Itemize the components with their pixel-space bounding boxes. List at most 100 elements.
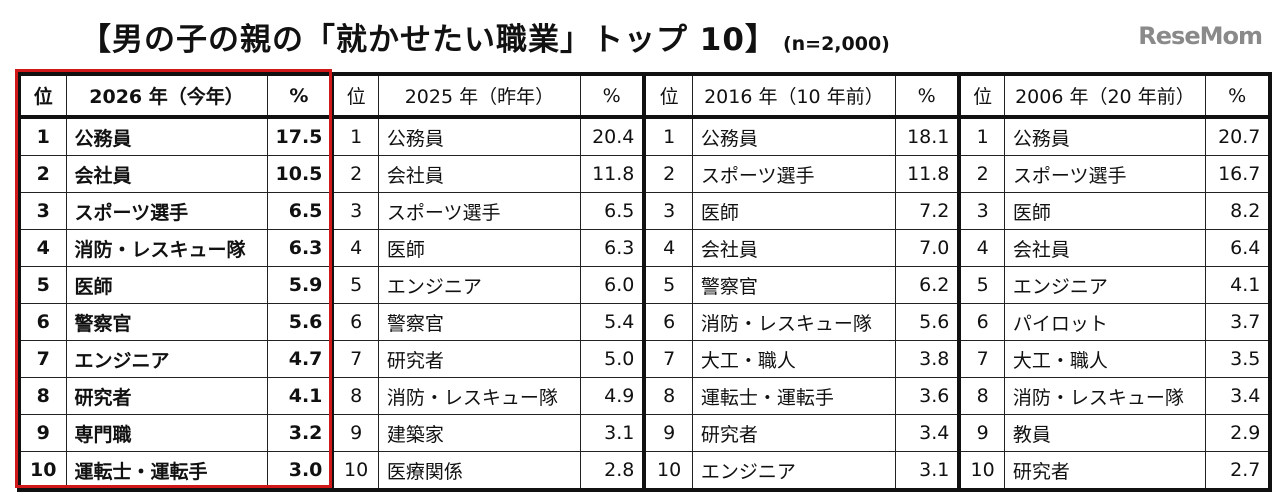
rank-cell: 3 — [17, 192, 67, 230]
occupation-cell: 会社員 — [691, 229, 896, 267]
rank-cell: 1 — [957, 116, 1005, 156]
rank-header: 位 — [957, 72, 1005, 119]
table-row: 8 研究者 4.1 8 消防・レスキュー隊 4.9 8 運転士・運転手 3.6 8 消防・レスキュー… — [17, 377, 1273, 415]
occupation-cell: エンジニア — [377, 266, 581, 304]
rank-cell: 9 — [330, 414, 379, 452]
occupation-cell: 公務員 — [1003, 116, 1206, 156]
percent-cell: 4.1 — [1204, 266, 1273, 304]
table-row: 4 消防・レスキュー隊 6.3 4 医師 6.3 4 会社員 7.0 4 会社員 6.4 — [17, 229, 1273, 267]
occupation-cell: 会社員 — [65, 155, 268, 193]
rank-cell: 8 — [957, 377, 1005, 415]
rank-cell: 2 — [17, 155, 67, 193]
rank-cell: 5 — [17, 266, 67, 304]
occupation-cell: スポーツ選手 — [65, 192, 268, 230]
occupation-cell: 会社員 — [1003, 229, 1206, 267]
rank-header: 位 — [330, 72, 379, 119]
occupation-cell: 研究者 — [1003, 451, 1206, 492]
occupation-cell: 警察官 — [691, 266, 896, 304]
percent-cell: 6.5 — [266, 192, 335, 230]
percent-cell: 3.7 — [1204, 303, 1273, 341]
occupation-cell: 消防・レスキュー隊 — [1003, 377, 1206, 415]
table-row: 7 エンジニア 4.7 7 研究者 5.0 7 大工・職人 3.8 7 大工・職人 3.5 — [17, 340, 1273, 378]
sample-size: (n=2,000) — [782, 33, 890, 55]
percent-cell: 7.0 — [894, 229, 962, 267]
percent-cell: 2.9 — [1204, 414, 1273, 452]
percent-cell: 20.4 — [579, 116, 647, 156]
rank-header: 位 — [642, 72, 693, 119]
percent-cell: 16.7 — [1204, 155, 1273, 193]
rank-cell: 5 — [957, 266, 1005, 304]
occupation-cell: 会社員 — [377, 155, 581, 193]
occupation-cell: 教員 — [1003, 414, 1206, 452]
rank-cell: 8 — [642, 377, 693, 415]
percent-cell: 3.4 — [894, 414, 962, 452]
percent-cell: 3.0 — [266, 451, 335, 492]
occupation-cell: 医師 — [377, 229, 581, 267]
occupation-cell: エンジニア — [65, 340, 268, 378]
percent-cell: 17.5 — [266, 116, 335, 156]
table-row: 3 スポーツ選手 6.5 3 スポーツ選手 6.5 3 医師 7.2 3 医師 8.2 — [17, 192, 1273, 230]
percent-cell: 6.0 — [579, 266, 647, 304]
occupation-cell: 建築家 — [377, 414, 581, 452]
percent-cell: 3.1 — [894, 451, 962, 492]
rank-cell: 4 — [642, 229, 693, 267]
percent-cell: 2.7 — [1204, 451, 1273, 492]
ranking-table: 位 2026 年（今年）% 位 2025 年（昨年）% 位 2016 年（10 年前）% 位… — [17, 72, 1273, 492]
occupation-cell: 専門職 — [65, 414, 268, 452]
rank-cell: 1 — [17, 116, 67, 156]
occupation-cell: スポーツ選手 — [377, 192, 581, 230]
rank-cell: 4 — [330, 229, 379, 267]
rank-cell: 1 — [642, 116, 693, 156]
occupation-cell: 公務員 — [377, 116, 581, 156]
rank-cell: 3 — [957, 192, 1005, 230]
occupation-cell: 公務員 — [691, 116, 896, 156]
percent-cell: 5.0 — [579, 340, 647, 378]
percent-cell: 10.5 — [266, 155, 335, 193]
rank-cell: 4 — [17, 229, 67, 267]
resemom-logo: ReseMom — [1138, 22, 1263, 50]
percent-cell: 5.6 — [894, 303, 962, 341]
percent-cell: 6.3 — [266, 229, 335, 267]
rank-cell: 10 — [330, 451, 379, 492]
occupation-cell: 大工・職人 — [691, 340, 896, 378]
percent-cell: 4.1 — [266, 377, 335, 415]
rank-cell: 5 — [330, 266, 379, 304]
occupation-cell: 公務員 — [65, 116, 268, 156]
rank-cell: 9 — [642, 414, 693, 452]
rank-cell: 7 — [330, 340, 379, 378]
occupation-cell: パイロット — [1003, 303, 1206, 341]
occupation-cell: エンジニア — [691, 451, 896, 492]
occupation-cell: 医師 — [691, 192, 896, 230]
percent-cell: 2.8 — [579, 451, 647, 492]
occupation-cell: 医療関係 — [377, 451, 581, 492]
rank-cell: 6 — [17, 303, 67, 341]
rank-cell: 3 — [330, 192, 379, 230]
occupation-cell: 大工・職人 — [1003, 340, 1206, 378]
percent-cell: 3.8 — [894, 340, 962, 378]
occupation-cell: 医師 — [1003, 192, 1206, 230]
rank-cell: 2 — [642, 155, 693, 193]
title-text: 【男の子の親の「就かせたい職業」トップ 10】 — [80, 22, 777, 58]
occupation-cell: 医師 — [65, 266, 268, 304]
rank-cell: 1 — [330, 116, 379, 156]
occupation-cell: スポーツ選手 — [691, 155, 896, 193]
rank-cell: 7 — [957, 340, 1005, 378]
occupation-cell: 警察官 — [377, 303, 581, 341]
rank-cell: 6 — [330, 303, 379, 341]
percent-cell: 6.5 — [579, 192, 647, 230]
occupation-cell: 運転士・運転手 — [65, 451, 268, 492]
percent-cell: 3.5 — [1204, 340, 1273, 378]
occupation-cell: 研究者 — [691, 414, 896, 452]
percent-cell: 5.9 — [266, 266, 335, 304]
occupation-cell: 消防・レスキュー隊 — [65, 229, 268, 267]
rank-cell: 8 — [330, 377, 379, 415]
occupation-cell: 運転士・運転手 — [691, 377, 896, 415]
percent-cell: 6.4 — [1204, 229, 1273, 267]
rank-cell: 7 — [642, 340, 693, 378]
year-header: 2025 年（昨年） — [377, 72, 581, 119]
rank-cell: 9 — [17, 414, 67, 452]
rank-cell: 10 — [642, 451, 693, 492]
rank-cell: 3 — [642, 192, 693, 230]
percent-header: % — [579, 72, 647, 119]
table-row: 10 運転士・運転手 3.0 10 医療関係 2.8 10 エンジニア 3.1 10 研究者 2.7 — [17, 451, 1273, 492]
